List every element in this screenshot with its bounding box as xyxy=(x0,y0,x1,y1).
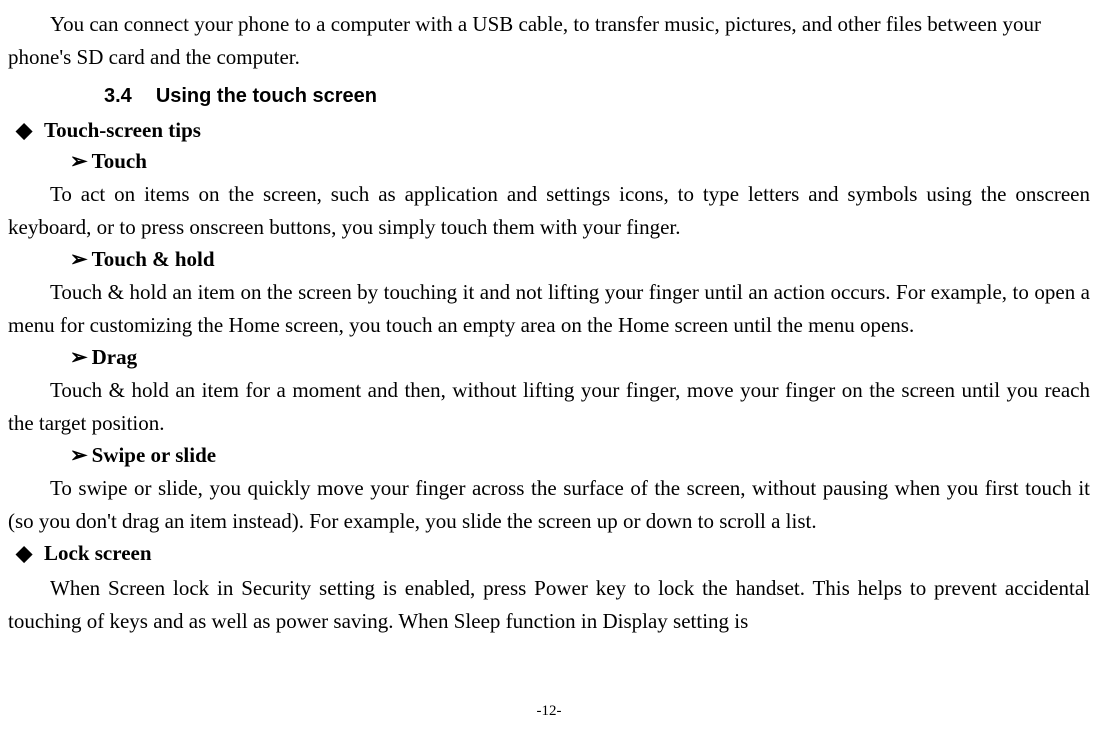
touch-heading: ➢Touch xyxy=(70,149,1090,174)
arrow-icon: ➢ xyxy=(70,345,88,370)
touch-hold-heading-text: Touch & hold xyxy=(92,247,215,271)
touch-hold-body: Touch & hold an item on the screen by to… xyxy=(8,276,1090,341)
touch-body: To act on items on the screen, such as a… xyxy=(8,178,1090,243)
lock-heading: ◆Lock screen xyxy=(16,541,1090,566)
lock-body: When Screen lock in Security setting is … xyxy=(8,572,1090,637)
intro-paragraph: You can connect your phone to a computer… xyxy=(8,8,1090,73)
diamond-icon: ◆ xyxy=(16,541,44,566)
diamond-icon: ◆ xyxy=(16,118,44,143)
swipe-heading: ➢Swipe or slide xyxy=(70,443,1090,468)
drag-body: Touch & hold an item for a moment and th… xyxy=(8,374,1090,439)
drag-heading-text: Drag xyxy=(92,345,138,369)
touch-hold-heading: ➢Touch & hold xyxy=(70,247,1090,272)
section-heading: 3.4 Using the touch screen xyxy=(104,85,1090,108)
arrow-icon: ➢ xyxy=(70,149,88,174)
arrow-icon: ➢ xyxy=(70,247,88,272)
arrow-icon: ➢ xyxy=(70,443,88,468)
swipe-body: To swipe or slide, you quickly move your… xyxy=(8,472,1090,537)
section-number: 3.4 xyxy=(104,85,132,108)
swipe-heading-text: Swipe or slide xyxy=(92,443,216,467)
touch-heading-text: Touch xyxy=(92,149,147,173)
page-number: -12- xyxy=(0,703,1098,720)
lock-heading-text: Lock screen xyxy=(44,541,152,565)
tips-heading: ◆Touch-screen tips xyxy=(16,118,1090,143)
tips-heading-text: Touch-screen tips xyxy=(44,118,201,142)
section-title: Using the touch screen xyxy=(156,85,377,107)
drag-heading: ➢Drag xyxy=(70,345,1090,370)
